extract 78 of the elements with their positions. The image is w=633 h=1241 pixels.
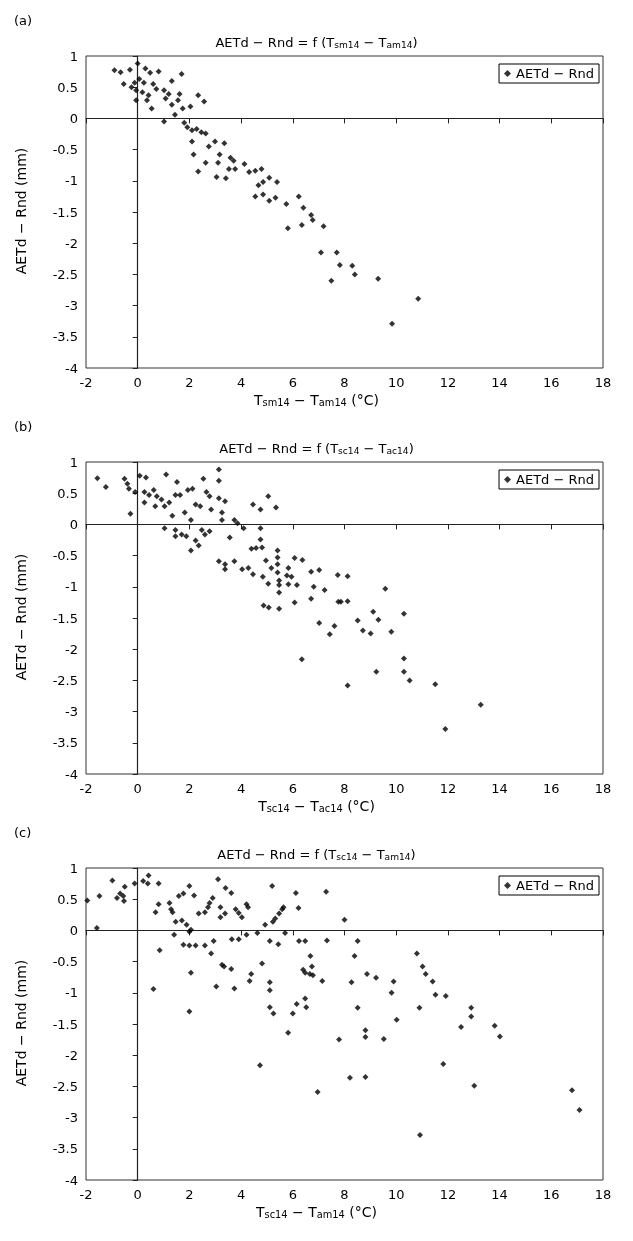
y-tick-label: 1 bbox=[69, 860, 78, 876]
chart-title: AETd − Rnd = f (Tsc14 − Tam14) bbox=[217, 846, 416, 863]
x-tick-label: 0 bbox=[133, 375, 142, 390]
y-tick-label: 0 bbox=[69, 922, 78, 938]
x-tick-label: 14 bbox=[491, 1187, 508, 1202]
x-tick-label: 18 bbox=[594, 781, 612, 796]
x-tick-label: 6 bbox=[288, 781, 297, 796]
y-tick-label: -3.5 bbox=[52, 735, 78, 751]
x-tick-label: 10 bbox=[387, 781, 405, 796]
y-tick-label: 0.5 bbox=[57, 485, 78, 501]
y-tick-label: 0.5 bbox=[57, 891, 78, 907]
x-tick-label: 16 bbox=[543, 375, 560, 390]
y-tick-label: -1.5 bbox=[52, 610, 78, 626]
x-tick-label: -2 bbox=[79, 375, 93, 390]
x-tick-label: 0 bbox=[133, 1187, 142, 1202]
x-tick-label: 10 bbox=[387, 375, 405, 390]
y-tick-label: -0.5 bbox=[52, 548, 78, 564]
x-tick-label: 12 bbox=[439, 1187, 457, 1202]
y-tick-label: -1.5 bbox=[52, 1016, 78, 1032]
y-tick-label: -3 bbox=[65, 1110, 78, 1126]
x-tick-label: 16 bbox=[543, 781, 560, 796]
x-tick-label: 4 bbox=[236, 781, 246, 796]
x-tick-label: 10 bbox=[387, 1187, 405, 1202]
y-tick-label: -2 bbox=[65, 235, 78, 251]
y-tick-label: -2 bbox=[65, 641, 78, 657]
text: (a) bbox=[14, 13, 33, 28]
y-tick-label: 1 bbox=[69, 454, 78, 470]
y-tick-label: -3.5 bbox=[52, 329, 78, 345]
x-tick-label: 12 bbox=[439, 375, 457, 390]
x-tick-label: 16 bbox=[543, 1187, 560, 1202]
x-tick-label: 2 bbox=[185, 1187, 194, 1202]
y-tick-label: -4 bbox=[65, 766, 78, 782]
y-tick-label: -1.5 bbox=[52, 204, 78, 220]
legend-label: AETd − Rnd bbox=[516, 472, 594, 487]
x-tick-label: 12 bbox=[439, 781, 457, 796]
y-axis-title: AETd − Rnd (mm) bbox=[13, 959, 29, 1087]
x-tick-label: 6 bbox=[288, 375, 297, 390]
y-tick-label: -3.5 bbox=[52, 1141, 78, 1157]
x-tick-label: 6 bbox=[288, 1187, 297, 1202]
y-tick-label: -1 bbox=[65, 173, 78, 189]
chart-title: AETd − Rnd = f (Tsm14 − Tam14) bbox=[215, 34, 418, 51]
y-tick-label: 1 bbox=[69, 48, 78, 64]
y-tick-label: -0.5 bbox=[52, 954, 78, 970]
y-tick-label: -2 bbox=[65, 1047, 78, 1063]
x-tick-label: 2 bbox=[185, 781, 194, 796]
y-tick-label: -4 bbox=[65, 1172, 78, 1188]
y-tick-label: -1 bbox=[65, 985, 78, 1001]
x-tick-label: 0 bbox=[133, 781, 142, 796]
x-tick-label: 14 bbox=[491, 375, 508, 390]
x-tick-label: 2 bbox=[185, 375, 194, 390]
x-tick-label: 8 bbox=[340, 375, 349, 390]
y-tick-label: -2.5 bbox=[52, 266, 78, 282]
chart-title: AETd − Rnd = f (Tsc14 − Tac14) bbox=[219, 440, 414, 457]
y-tick-label: -3 bbox=[65, 298, 78, 314]
y-tick-label: 0 bbox=[69, 516, 78, 532]
x-tick-label: 8 bbox=[340, 781, 349, 796]
y-axis-title: AETd − Rnd (mm) bbox=[13, 147, 29, 275]
legend-label: AETd − Rnd bbox=[516, 66, 594, 81]
y-tick-label: -2.5 bbox=[52, 1078, 78, 1094]
x-tick-label: 18 bbox=[594, 375, 612, 390]
y-tick-label: -1 bbox=[65, 579, 78, 595]
y-tick-label: -4 bbox=[65, 360, 78, 376]
x-tick-label: 8 bbox=[340, 1187, 349, 1202]
y-tick-label: -3 bbox=[65, 704, 78, 720]
y-tick-label: 0.5 bbox=[57, 79, 78, 95]
legend-label: AETd − Rnd bbox=[516, 878, 594, 893]
y-tick-label: -2.5 bbox=[52, 672, 78, 688]
x-tick-label: 14 bbox=[491, 781, 508, 796]
y-axis-title: AETd − Rnd (mm) bbox=[13, 553, 29, 681]
x-tick-label: -2 bbox=[79, 781, 93, 796]
y-tick-label: -0.5 bbox=[52, 142, 78, 158]
x-tick-label: 4 bbox=[236, 375, 246, 390]
x-tick-label: 4 bbox=[236, 1187, 246, 1202]
text: (c) bbox=[14, 825, 32, 840]
x-tick-label: -2 bbox=[79, 1187, 93, 1202]
text: (b) bbox=[14, 419, 33, 434]
y-tick-label: 0 bbox=[69, 110, 78, 126]
x-tick-label: 18 bbox=[594, 1187, 612, 1202]
